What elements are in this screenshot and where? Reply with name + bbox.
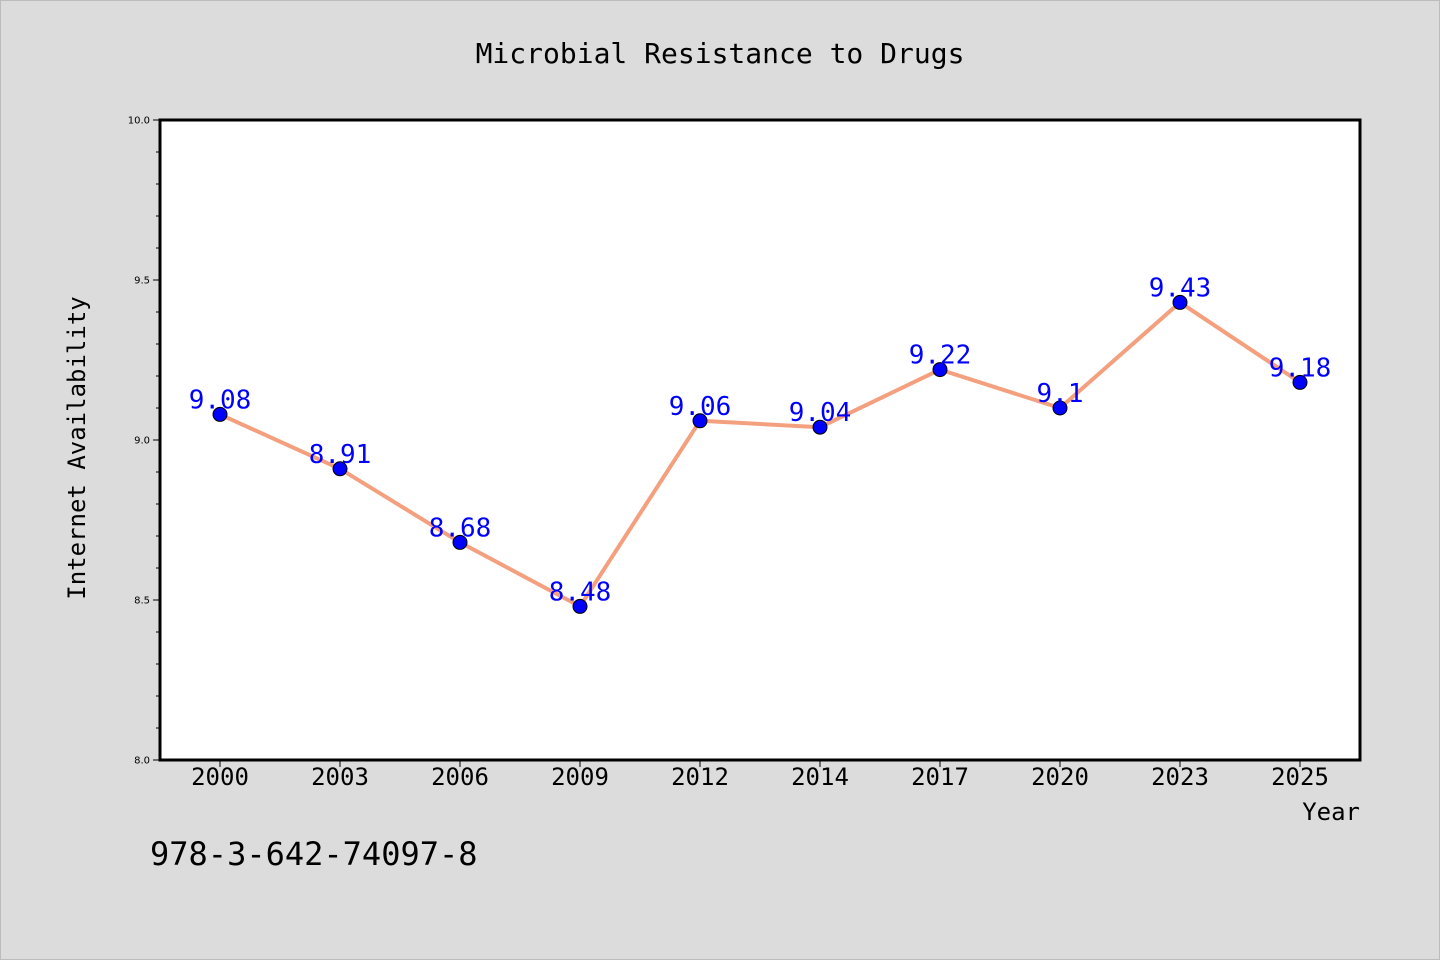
data-point-marker [452,534,468,550]
x-tick-label: 2006 [431,763,489,791]
data-value-label: 9.1 [1037,379,1084,409]
data-point-marker [572,598,588,614]
chart-title: Microbial Resistance to Drugs [476,37,965,70]
x-tick-label: 2017 [911,763,969,791]
data-value-label: 9.22 [909,341,972,371]
data-labels: 9.08 8.91 8.68 8.48 9.06 9.04 9.22 9.1 9.43 9.18 [189,273,1332,607]
x-axis-ticks: 2000 2003 2006 2009 2012 2014 2017 2020 2023 2025 [191,760,1329,791]
y-tick-label: 9.5 [134,276,150,287]
data-value-label: 8.91 [309,440,372,470]
y-tick-label: 8.0 [134,756,150,767]
footnote-isbn: 978-3-642-74097-8 [150,835,478,873]
data-value-label: 8.68 [429,513,492,543]
y-tick-label: 9.0 [134,436,150,447]
x-tick-label: 2014 [791,763,849,791]
data-point-marker [212,406,228,422]
x-tick-label: 2009 [551,763,609,791]
x-tick-label: 2025 [1271,763,1329,791]
series-line [218,300,1302,609]
data-value-label: 9.06 [669,392,732,422]
y-axis-label: Internet Availability [63,296,91,599]
data-point-marker [332,461,348,477]
data-point-marker [1052,400,1068,416]
x-tick-label: 2000 [191,763,249,791]
x-tick-label: 2020 [1031,763,1089,791]
data-point-marker [932,362,948,378]
data-value-label: 9.43 [1149,273,1212,303]
y-tick-label: 8.5 [134,596,150,607]
data-value-label: 9.18 [1269,353,1332,383]
data-point-marker [1292,374,1308,390]
data-point-marker [812,419,828,435]
y-axis-ticks: 8.0 8.5 9.0 9.5 10.0 [128,116,160,767]
plot-area [160,120,1360,760]
data-value-label: 9.08 [189,385,252,415]
data-markers [212,294,1308,614]
plot-border [158,118,1362,762]
y-tick-label: 10.0 [128,116,150,127]
x-tick-label: 2003 [311,763,369,791]
data-point-marker [1172,294,1188,310]
x-tick-label: 2012 [671,763,729,791]
x-axis-label: Year [1302,798,1360,826]
data-value-label: 8.48 [549,577,612,607]
data-point-marker [692,413,708,429]
data-value-label: 9.04 [789,398,852,428]
x-tick-label: 2023 [1151,763,1209,791]
